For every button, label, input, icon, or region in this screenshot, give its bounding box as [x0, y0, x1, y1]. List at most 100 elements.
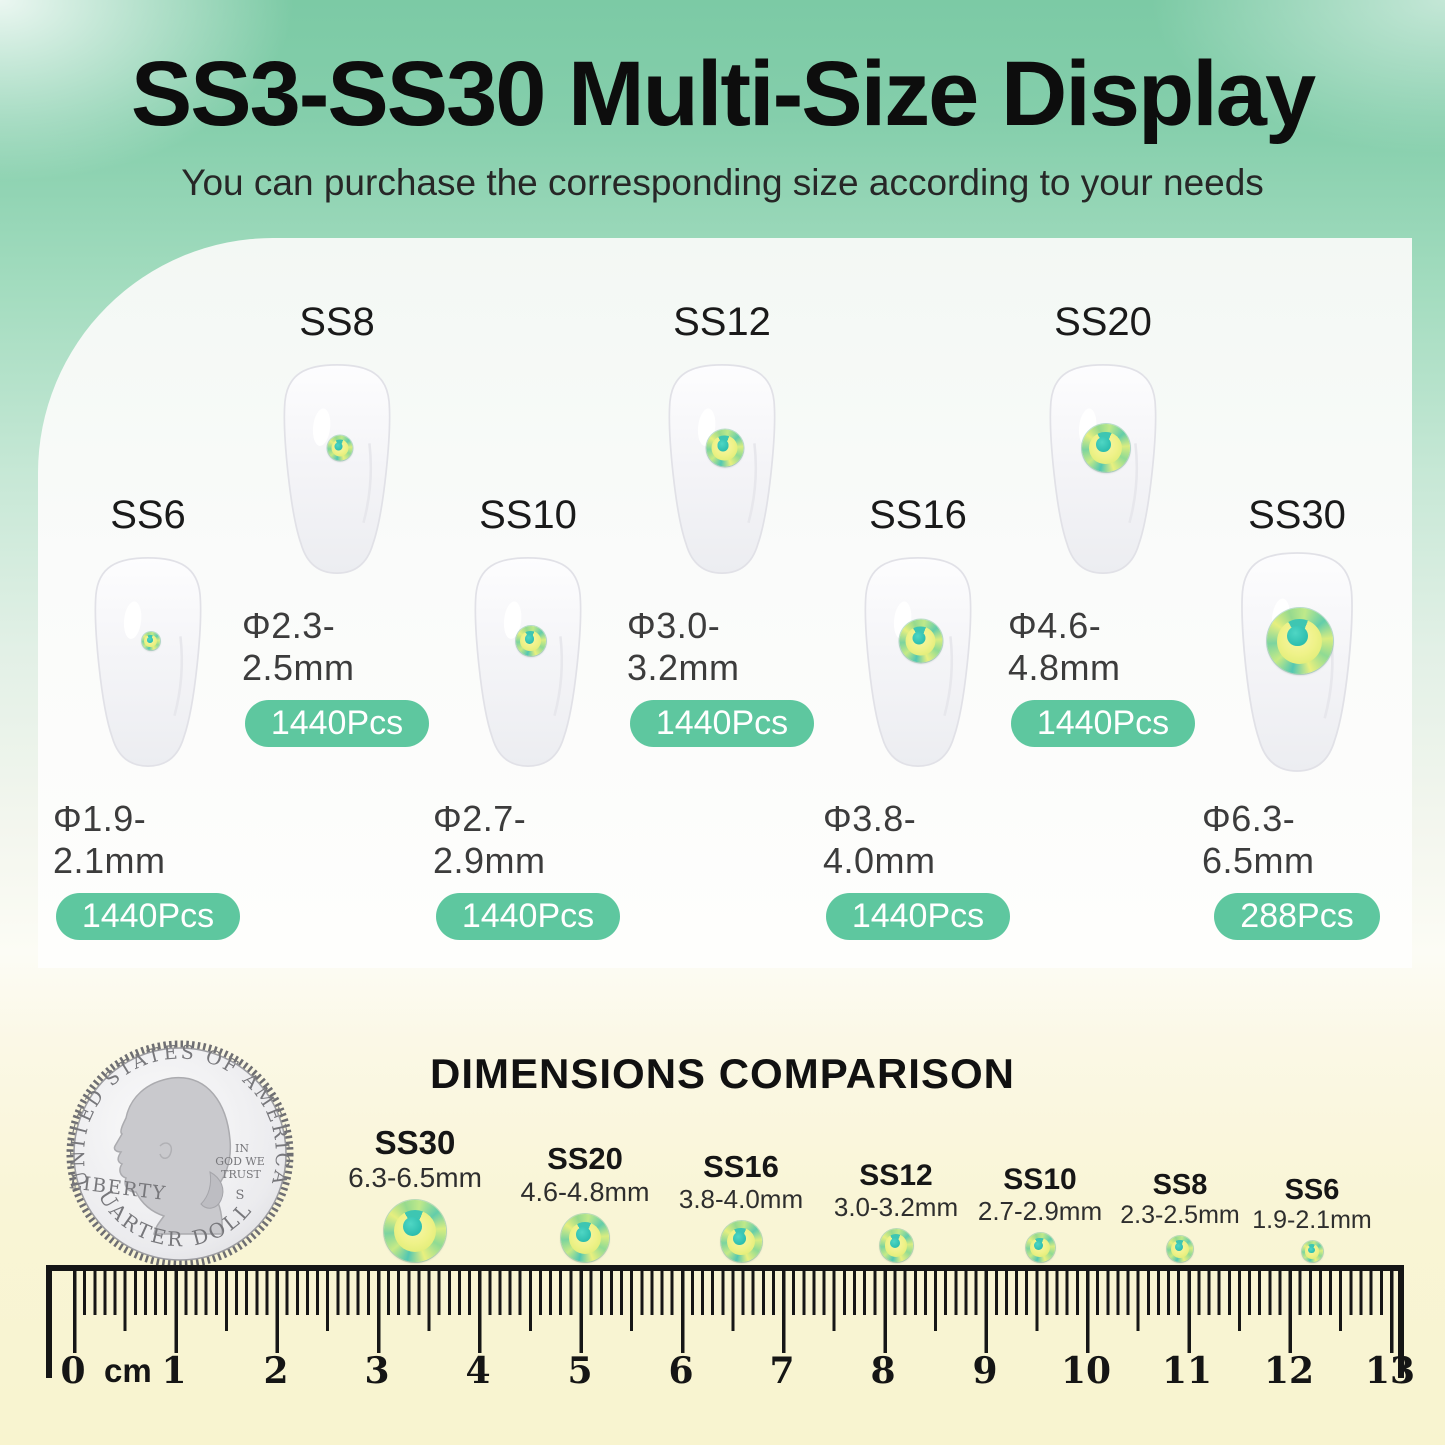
rhinestone — [561, 1214, 609, 1262]
comparison-item-ss30: SS30 6.3-6.5mm — [330, 1123, 500, 1262]
ruler-number: 0 — [60, 1350, 86, 1392]
ruler-number: 10 — [1060, 1350, 1112, 1392]
rhinestone — [1081, 424, 1130, 473]
coin-reeded-edge — [66, 1040, 294, 1268]
coin-motto-line3: TRUST — [221, 1168, 261, 1181]
diameter-text: Φ4.6-4.8mm — [1008, 605, 1121, 688]
coin-motto-line1: IN — [235, 1142, 249, 1155]
ruler-top-line — [46, 1265, 1404, 1271]
size-label: SS20 — [1054, 300, 1152, 344]
nail-item-ss20: SS20 Φ4.6-4.8mm 1440Pcs — [1008, 300, 1198, 748]
comparison-size-range: 4.6-4.8mm — [520, 1176, 650, 1207]
ruler-number: 1 — [161, 1350, 187, 1392]
nail-tip-image — [658, 353, 786, 585]
nail-item-ss6: SS6 Φ1.9-2.1mm 1440Pcs — [53, 493, 243, 941]
rhinestone — [1301, 1241, 1323, 1262]
comparison-size-label: SS8 — [1152, 1168, 1208, 1201]
ruler-number: 3 — [364, 1350, 390, 1392]
diameter-text: Φ3.8-4.0mm — [823, 798, 936, 881]
rhinestone — [879, 1229, 913, 1262]
nail-item-ss16: SS16 Φ3.8-4.0mm 1440Pcs — [823, 493, 1013, 941]
size-label: SS12 — [673, 300, 771, 344]
size-label: SS10 — [479, 493, 577, 537]
ruler-unit-label: cm — [104, 1352, 152, 1389]
coin-motto-line2: GOD WE — [215, 1155, 264, 1168]
rhinestone — [384, 1200, 446, 1262]
ruler-right-edge — [1398, 1265, 1404, 1378]
nail-item-ss12: SS12 Φ3.0-3.2mm 1440Pcs — [627, 300, 817, 748]
pieces-badge: 1440Pcs — [55, 893, 241, 941]
comparison-size-label: SS12 — [859, 1159, 933, 1193]
ruler-number: 13 — [1364, 1350, 1416, 1392]
comparison-size-range: 2.3-2.5mm — [1120, 1201, 1240, 1229]
page-title: SS3-SS30 Multi-Size Display — [130, 43, 1316, 145]
page-subtitle: You can purchase the corresponding size … — [181, 162, 1264, 203]
comparison-item-ss6: SS6 1.9-2.1mm — [1227, 1174, 1397, 1262]
comparison-item-ss10: SS10 2.7-2.9mm — [955, 1163, 1125, 1262]
nail-tip-image — [854, 546, 982, 778]
diameter-text: Φ2.7-2.9mm — [433, 798, 546, 881]
comparison-item-ss16: SS16 3.8-4.0mm — [656, 1149, 826, 1262]
comparison-size-range: 3.0-3.2mm — [833, 1191, 959, 1222]
rhinestone — [706, 429, 744, 467]
rhinestone — [1025, 1233, 1055, 1262]
pieces-badge: 1440Pcs — [244, 700, 430, 748]
comparison-size-range: 6.3-6.5mm — [348, 1161, 482, 1193]
ruler-number: 8 — [870, 1350, 896, 1392]
rhinestone — [327, 435, 353, 461]
comparison-size-range: 2.7-2.9mm — [977, 1195, 1103, 1226]
comparison-size-label: SS6 — [1284, 1173, 1340, 1206]
nail-tip-image — [273, 353, 401, 585]
display-panel — [38, 238, 1412, 968]
rhinestone — [141, 632, 160, 651]
pieces-badge: 1440Pcs — [1010, 700, 1196, 748]
comparison-item-ss20: SS20 4.6-4.8mm — [500, 1141, 670, 1262]
ruler-number: 2 — [263, 1350, 289, 1392]
pieces-badge: 1440Pcs — [825, 893, 1011, 941]
comparison-size-label: SS30 — [374, 1123, 456, 1161]
coin-mint-mark: S — [236, 1188, 245, 1203]
nail-item-ss10: SS10 Φ2.7-2.9mm 1440Pcs — [433, 493, 623, 941]
pieces-badge: 288Pcs — [1214, 893, 1380, 941]
comparison-size-label: SS20 — [547, 1141, 623, 1177]
ruler-mm-ticks — [73, 1271, 1395, 1315]
size-label: SS30 — [1248, 493, 1346, 537]
pieces-badge: 1440Pcs — [629, 700, 815, 748]
rhinestone — [1167, 1236, 1193, 1262]
washington-hair-queue — [200, 1171, 224, 1209]
ruler-number: 9 — [972, 1350, 998, 1392]
comparison-size-label: SS10 — [1003, 1163, 1077, 1197]
ruler-number: 12 — [1263, 1350, 1315, 1392]
comparison-size-range: 3.8-4.0mm — [678, 1183, 804, 1214]
nail-tip-shape — [94, 557, 202, 767]
nail-tip-shape — [283, 364, 391, 574]
diameter-text: Φ1.9-2.1mm — [53, 798, 166, 881]
comparison-size-range: 1.9-2.1mm — [1252, 1206, 1372, 1234]
ruler-number: 4 — [465, 1350, 491, 1392]
diameter-text: Φ3.0-3.2mm — [627, 605, 740, 688]
diameter-text: Φ6.3-6.5mm — [1202, 798, 1315, 881]
diameter-text: Φ2.3-2.5mm — [242, 605, 355, 688]
nail-item-ss8: SS8 Φ2.3-2.5mm 1440Pcs — [242, 300, 432, 748]
rhinestone — [720, 1221, 762, 1262]
rhinestone — [1266, 608, 1333, 675]
ruler-number: 5 — [567, 1350, 593, 1392]
ruler-left-edge — [46, 1265, 52, 1378]
comparison-item-ss12: SS12 3.0-3.2mm — [811, 1159, 981, 1262]
size-label: SS8 — [299, 300, 375, 344]
ruler-number: 11 — [1161, 1350, 1213, 1392]
quarter-coin-image: UNITED STATES OF AMERICA QUARTER DOLLAR … — [66, 1040, 294, 1268]
ruler-number: 7 — [769, 1350, 795, 1392]
comparison-title: DIMENSIONS COMPARISON — [430, 1050, 1015, 1097]
size-label: SS16 — [869, 493, 967, 537]
pieces-badge: 1440Pcs — [435, 893, 621, 941]
nail-tip-image — [1039, 353, 1167, 585]
washington-bust — [113, 1076, 232, 1235]
washington-ear — [159, 1142, 173, 1159]
comparison-item-ss8: SS8 2.3-2.5mm — [1095, 1169, 1265, 1262]
nail-tip-shape — [474, 557, 582, 767]
nail-tip-shape — [668, 364, 776, 574]
rhinestone — [899, 619, 943, 663]
nail-tip-image — [1230, 546, 1364, 778]
nail-item-ss30: SS30 Φ6.3-6.5mm 288Pcs — [1202, 493, 1392, 941]
